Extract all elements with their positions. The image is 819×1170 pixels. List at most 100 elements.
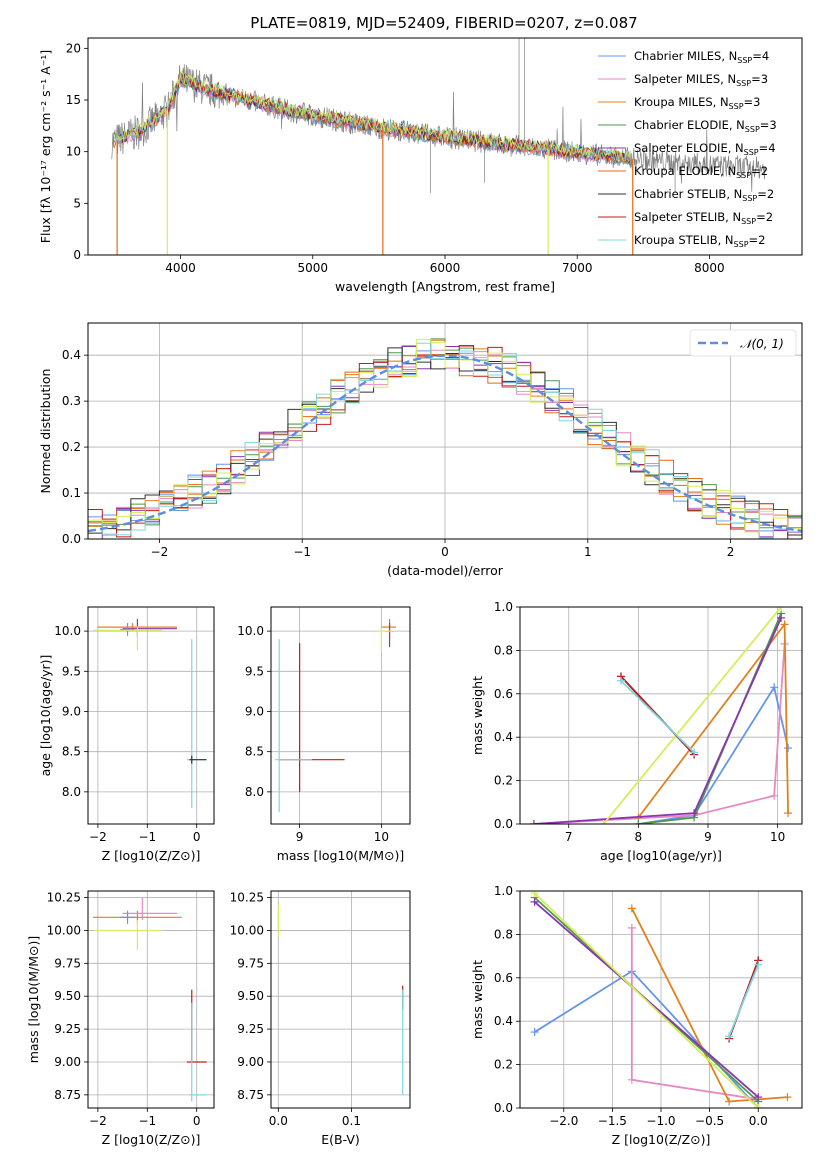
y-tick-label: 9.00 <box>237 1055 264 1069</box>
y-tick-label: 0.1 <box>62 486 81 500</box>
y-tick-label: 0.6 <box>494 687 513 701</box>
series-marker <box>754 1093 763 1102</box>
y-tick-label: 10.25 <box>47 891 81 905</box>
y-tick-label: 0.4 <box>494 730 513 744</box>
x-axis-label: Z [log10(Z/Z⊙)] <box>612 1132 711 1147</box>
y-tick-label: 10.0 <box>54 624 81 638</box>
series-line <box>638 684 789 824</box>
figure-title: PLATE=0819, MJD=52409, FIBERID=0207, z=0… <box>250 14 637 32</box>
series-marker <box>784 809 793 818</box>
y-axis-label: Flux [fλ 10⁻¹⁷ erg cm⁻² s⁻¹ A⁻¹] <box>38 50 53 243</box>
y-tick-label: 8.5 <box>245 745 264 759</box>
series-marker <box>616 676 625 685</box>
y-tick-label: 0.2 <box>62 440 81 454</box>
y-axis-label: age [log10(age/yr)] <box>38 655 53 777</box>
y-axis-label: mass weight <box>470 960 485 1039</box>
x-tick-label: 5000 <box>298 261 329 275</box>
y-tick-label: 1.0 <box>494 884 513 898</box>
y-tick-label: 8.75 <box>54 1088 81 1102</box>
series-marker <box>529 820 538 824</box>
x-tick-label: 1 <box>584 545 592 559</box>
y-axis-label: Normed distribution <box>38 369 53 494</box>
series-marker <box>627 923 636 932</box>
y-tick-label: 0.0 <box>494 1101 513 1115</box>
x-axis-label: wavelength [Angstrom, rest frame] <box>335 279 555 294</box>
y-tick-label: 0.4 <box>494 1014 513 1028</box>
axes-frame <box>519 890 803 1109</box>
plot-area <box>529 607 793 824</box>
y-tick-label: 20 <box>66 41 81 55</box>
series-marker <box>690 748 699 757</box>
legend-entry: Salpeter ELODIE, NSSP=4 <box>634 141 776 157</box>
x-tick-label: 0 <box>193 830 201 844</box>
series-marker <box>627 1075 636 1084</box>
x-tick-label: 2 <box>727 545 735 559</box>
legend-entry: Chabrier STELIB, NSSP=2 <box>634 187 774 203</box>
plot-area <box>92 897 207 1102</box>
plot-area <box>92 619 207 808</box>
series-marker <box>530 897 539 906</box>
y-tick-label: 10 <box>66 145 81 159</box>
plot-area <box>275 619 397 812</box>
y-tick-label: 0.8 <box>494 643 513 657</box>
y-tick-label: 1.0 <box>494 600 513 614</box>
y-tick-label: 9.00 <box>54 1055 81 1069</box>
series-marker <box>530 891 539 898</box>
x-tick-label: 10 <box>770 830 785 844</box>
y-tick-label: 9.75 <box>237 956 264 970</box>
plot-area <box>88 338 802 539</box>
y-tick-label: 10.00 <box>47 923 81 937</box>
legend-entry: Chabrier MILES, NSSP=4 <box>634 49 769 65</box>
y-tick-label: 9.50 <box>54 989 81 1003</box>
y-tick-label: 0 <box>73 248 81 262</box>
series-marker <box>770 683 779 692</box>
y-tick-label: 9.0 <box>62 704 81 718</box>
series-marker <box>627 904 636 913</box>
x-tick-label: 0.1 <box>342 1114 361 1128</box>
y-tick-label: 10.00 <box>230 923 264 937</box>
x-tick-label: −1 <box>293 545 311 559</box>
series-line <box>728 964 760 1037</box>
legend-entry: Salpeter STELIB, NSSP=2 <box>634 210 773 226</box>
chart-panel-residuals: −2 −1 0 1 2 0.0 0.1 0.2 0.3 0.4 (data-model)/error… <box>38 322 803 578</box>
series-marker <box>530 1028 539 1037</box>
axes-frame <box>87 890 215 1109</box>
axes-frame <box>87 322 803 540</box>
x-tick-label: 7000 <box>562 261 593 275</box>
y-tick-label: 8.5 <box>62 745 81 759</box>
x-tick-label: 9 <box>704 830 712 844</box>
x-tick-label: −2 <box>89 830 107 844</box>
series-line <box>620 680 695 754</box>
y-tick-label: 0.3 <box>62 394 81 408</box>
series-line <box>602 607 782 824</box>
normal-curve <box>88 354 802 533</box>
x-tick-label: −2.0 <box>549 1114 578 1128</box>
x-tick-label: −1.5 <box>598 1114 627 1128</box>
series-marker <box>784 744 793 753</box>
series-marker <box>725 1097 734 1106</box>
y-tick-label: 0.2 <box>494 774 513 788</box>
series-marker <box>777 613 786 622</box>
x-tick-label: 6000 <box>430 261 461 275</box>
x-axis-label: E(B-V) <box>321 1132 360 1147</box>
x-tick-label: −0.5 <box>695 1114 724 1128</box>
x-axis-label: Z [log10(Z/Z⊙)] <box>102 848 201 863</box>
x-axis-label: Z [log10(Z/Z⊙)] <box>102 1132 201 1147</box>
y-tick-label: 0.4 <box>62 348 81 362</box>
series-marker <box>725 1032 734 1041</box>
y-tick-label: 9.75 <box>54 956 81 970</box>
y-tick-label: 0.2 <box>494 1058 513 1072</box>
legend-box <box>689 329 797 357</box>
y-tick-label: 10.25 <box>230 891 264 905</box>
legend-entry: Kroupa ELODIE, NSSP=2 <box>634 164 768 180</box>
legend-entry: Kroupa STELIB, NSSP=2 <box>634 233 765 249</box>
series-marker <box>754 960 763 969</box>
x-tick-label: −2 <box>89 1114 107 1128</box>
histogram-step <box>88 338 802 533</box>
series-marker <box>783 1093 792 1102</box>
model-spectrum <box>114 71 631 162</box>
legend-entry: 𝒩(0, 1) <box>740 337 784 351</box>
y-tick-label: 8.75 <box>237 1088 264 1102</box>
y-tick-label: 0.0 <box>62 532 81 546</box>
